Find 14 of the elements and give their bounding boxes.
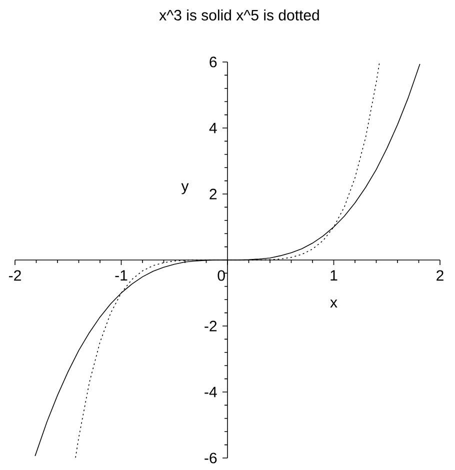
y-tick-label: 6 <box>210 56 217 68</box>
y-tick-label: -2 <box>204 320 217 332</box>
y-tick-label: 2 <box>210 188 217 200</box>
x-tick-label: 2 <box>436 270 444 281</box>
x-tick-label: 1 <box>330 270 338 281</box>
x-axis-title: x <box>330 300 338 308</box>
y-tick-label: -4 <box>204 386 217 398</box>
x-tick-label: 0 <box>218 270 225 281</box>
x-tick-label: -1 <box>115 270 128 281</box>
y-axis-title: y <box>181 183 189 194</box>
chart-title: x^3 is solid x^5 is dotted <box>159 9 319 20</box>
x-tick-label: -2 <box>9 270 21 281</box>
y-tick-label: -6 <box>204 452 217 464</box>
y-tick-label: 4 <box>209 122 217 134</box>
